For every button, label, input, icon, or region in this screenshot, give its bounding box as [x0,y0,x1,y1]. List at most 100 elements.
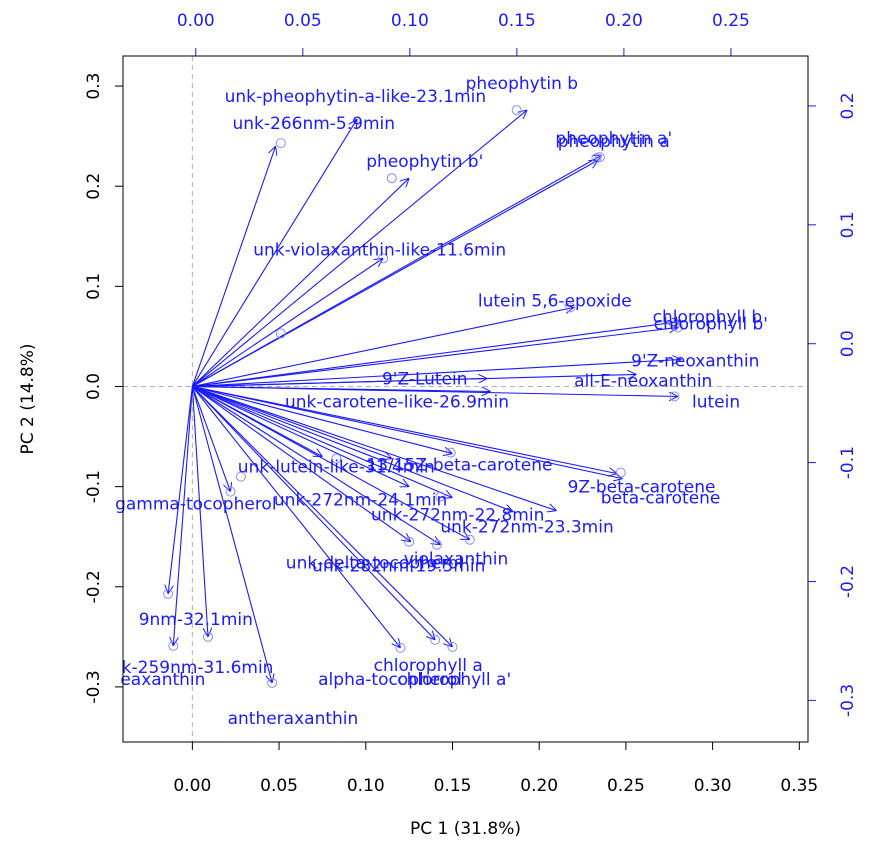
vector-arrow [191,386,208,636]
left-tick-label: 0.1 [84,273,104,300]
vector-label: unk-282nm-19.5min [312,557,485,577]
right-tick-label: -0.2 [838,565,858,598]
vector-arrow [192,258,383,387]
vector-arrow [192,385,452,453]
vector-label: 9'Z-Lutein [382,369,468,389]
vector-arrow [192,160,598,387]
bottom-tick-label: 0.15 [434,776,472,796]
score-point [430,634,441,645]
top-tick-label: 0.25 [712,11,750,31]
left-tick-label: -0.1 [84,470,104,503]
vector-label: gamma-tocopherol [115,495,276,515]
right-tick-label: 0.0 [838,330,858,357]
vector-label: 13/15Z-beta-carotene [366,456,552,476]
zero-reference-lines [123,56,808,742]
vector-label: unk-272nm-23.3min [440,518,613,538]
top-tick-label: 0.05 [284,11,322,31]
score-points [163,105,683,688]
right-tick-label: -0.3 [838,684,858,717]
bottom-tick-label: 0.30 [694,776,732,796]
vector-arrow [192,385,556,510]
vector-arrow [191,119,357,387]
vector-arrow [191,386,400,647]
vector-label: unk-272nm-24.1min [274,491,447,511]
vector-arrow [192,385,622,478]
vector-label: beta-carotene [601,489,721,509]
vector-label: chlorophyll a' [397,670,511,690]
vector-arrow [192,307,574,388]
vector-arrow [191,146,275,387]
left-tick-label: 0.3 [84,73,104,100]
vector-arrow [192,327,678,388]
vector-label: lutein [692,393,740,413]
vector-arrow [192,385,409,486]
vector-label: unk-266nm-5.9min [232,114,395,134]
score-point [615,467,626,478]
top-tick-label: 0.10 [391,11,429,31]
bottom-tick-label: 0.05 [260,776,298,796]
vector-arrow [192,110,527,387]
score-point [464,534,475,545]
y-axis-title: PC 2 (14.8%) [18,343,38,454]
left-tick-label: 0.2 [84,173,104,200]
vector-label: antheraxanthin [228,709,359,729]
right-tick-label: 0.1 [838,211,858,238]
score-point [672,322,683,333]
loading-vectors [168,110,681,683]
vector-arrow [191,386,272,682]
vector-label: pheophytin b' [366,152,483,172]
bottom-tick-label: 0.10 [347,776,385,796]
vector-arrow [191,386,435,639]
vector-arrow [192,385,391,458]
score-point [431,539,442,550]
score-point [435,491,446,502]
bottom-tick-label: 0.00 [173,776,211,796]
bottom-tick-label: 0.25 [607,776,645,796]
right-tick-label: 0.2 [838,92,858,119]
vector-arrow [192,385,322,456]
vector-arrow [191,386,452,646]
bottom-tick-label: 0.35 [780,776,818,796]
vector-label: alpha-tocopherol [318,670,462,690]
score-point [331,453,342,464]
vector-label: all-E-neoxanthin [574,371,712,391]
left-tick-label: -0.2 [84,570,104,603]
vector-label: pheophytin b [466,74,578,94]
vector-label: eaxanthin [120,670,205,690]
score-point [168,640,179,651]
vector-arrow [191,386,230,491]
vector-label: unk-delta-tocopherol [286,554,463,574]
vector-arrow [192,321,681,388]
left-tick-label: -0.3 [84,670,104,703]
vector-arrow [192,386,440,544]
vector-label: lutein 5,6-epoxide [478,291,632,311]
score-point [225,486,236,497]
x-axis-title: PC 1 (31.8%) [410,819,521,839]
score-point [202,631,213,642]
score-point [386,173,397,184]
top-tick-label: 0.00 [177,11,215,31]
score-point [395,642,406,653]
vector-label: unk-pheophytin-a-like-23.1min [225,87,487,107]
score-point [267,677,278,688]
score-point [565,302,576,313]
vector-label: unk-lutein-like-31.4min [238,458,435,478]
vector-label: pheophytin a' [555,129,672,149]
score-point [235,471,246,482]
vector-label: k-259nm-31.6min [122,658,274,678]
score-point [447,641,458,652]
vector-label: unk-violaxanthin-like-11.6min [253,240,506,260]
vector-label: 9nm-32.1min [139,610,253,630]
vector-label: pheophytin a [558,132,670,152]
vector-arrow [173,386,193,645]
top-tick-label: 0.15 [498,11,536,31]
axis-ticks: 0.00 0.05 0.10 0.15 0.20 0.25 0.30 0.35 -0.3 -0.2… [84,11,858,796]
score-point [275,138,286,149]
vector-arrow [192,378,487,388]
vector-label: chlorophyll b [653,307,763,327]
vector-label: violaxanthin [404,550,509,570]
score-point [511,105,522,116]
score-point [163,588,174,599]
plot-frame [122,55,809,743]
